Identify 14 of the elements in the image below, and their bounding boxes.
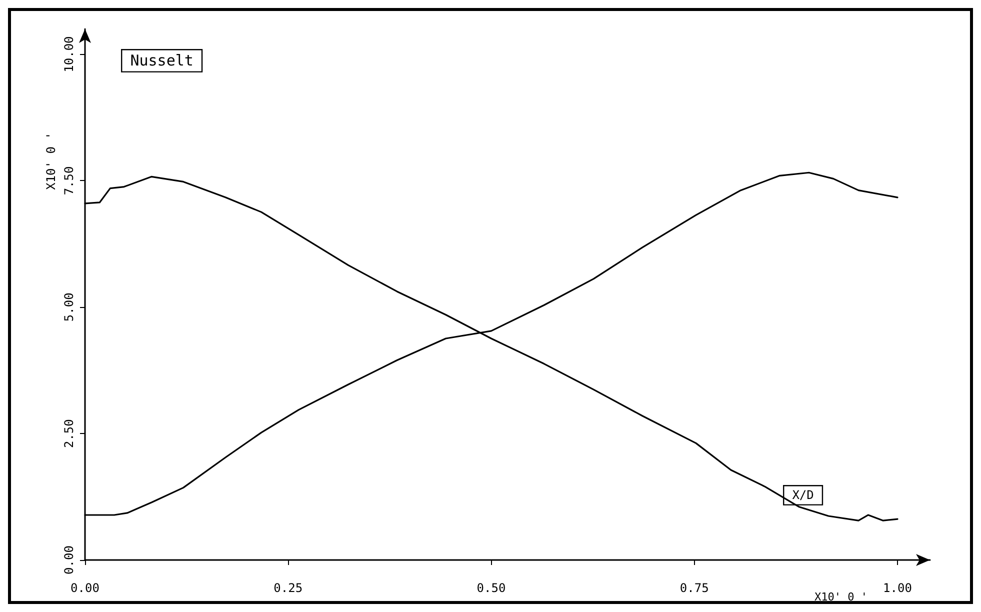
x-tick-label: 0.25 [274,581,303,595]
x-tick-label: 0.00 [70,581,100,595]
y-tick-label: 7.50 [62,166,76,196]
y-tick-label: 5.00 [62,292,76,322]
text: X10' 0 ' [44,132,58,190]
y-tick-label: 2.50 [62,419,76,448]
y-tick-label: 10.00 [62,36,76,72]
x-axis-title: X/D [792,488,814,502]
x-tick-label: 0.50 [476,581,506,595]
x-tick-label: 0.75 [680,581,709,595]
text: X10' 0 ' [814,590,868,604]
y-tick-label: 0.00 [62,546,76,574]
x-tick-label: 1.00 [883,581,912,595]
y-axis-title: Nusselt [130,52,194,70]
